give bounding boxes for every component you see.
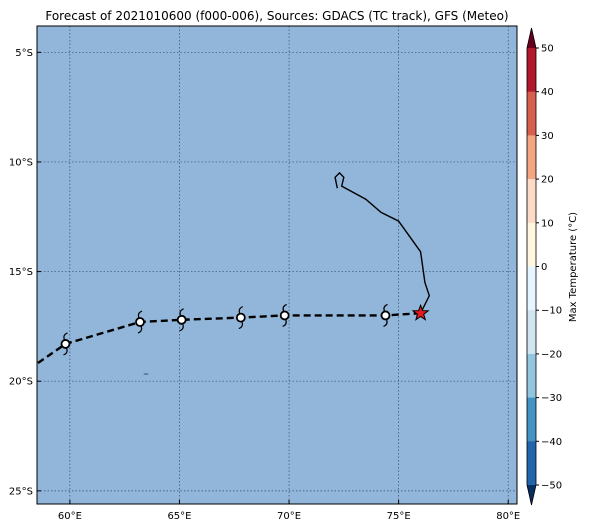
ocean-background: [37, 26, 517, 504]
y-axis-ticks: 5°S 10°S 15°S 20°S 25°S: [9, 48, 41, 497]
tropical-storm-icon: [60, 332, 71, 356]
colorbar-segment: [527, 397, 536, 442]
x-tick-label: 70°E: [277, 511, 301, 522]
colorbar-tick-label: −40: [541, 437, 562, 448]
colorbar-segment: [527, 135, 536, 180]
colorbar-min-extension: [527, 485, 536, 505]
colorbar: 50 40 30 20 10 0 −10 −20 −30 −40 −50 Max Temperatu…: [526, 27, 579, 506]
colorbar-tick-label: −20: [541, 349, 562, 360]
colorbar-tick-label: −30: [541, 393, 562, 404]
colorbar-tick-label: 0: [541, 262, 547, 273]
map-panel: 60°E 65°E 70°E 75°E 80°E 5°S 10°S 15°S 20°S 25°S: [9, 25, 520, 522]
colorbar-segment: [527, 222, 536, 267]
colorbar-segment: [527, 353, 536, 398]
tropical-storm-icon: [135, 310, 145, 334]
x-axis-ticks: 60°E 65°E 70°E 75°E 80°E: [58, 500, 520, 522]
colorbar-segment: [527, 441, 536, 486]
colorbar-tick-label: 10: [541, 218, 554, 229]
colorbar-tick-label: −10: [541, 306, 562, 317]
graticule: [37, 26, 517, 504]
colorbar-segment: [527, 91, 536, 136]
forecast-track-line: [36, 312, 421, 365]
forecast-storm-symbols: [60, 303, 391, 356]
colorbar-tick-label: 20: [541, 175, 554, 186]
x-tick-label: 80°E: [496, 511, 520, 522]
colorbar-tick-label: 30: [541, 131, 554, 142]
small-island: [143, 373, 149, 375]
y-tick-label: 10°S: [9, 157, 33, 168]
tropical-storm-icon: [235, 306, 246, 330]
colorbar-segment: [527, 48, 536, 92]
colorbar-segment: [527, 310, 536, 355]
x-tick-label: 65°E: [167, 511, 191, 522]
colorbar-tick-label: 40: [541, 87, 554, 98]
current-position-star-icon: [411, 303, 430, 321]
colorbar-segment: [527, 266, 536, 311]
y-tick-label: 5°S: [15, 48, 33, 59]
map-frame: [36, 25, 518, 505]
colorbar-tick-label: −50: [541, 481, 562, 492]
colorbar-label: Max Temperature (°C): [568, 212, 579, 322]
figure-title: Forecast of 2021010600 (f000-006), Sourc…: [45, 9, 508, 23]
x-tick-label: 75°E: [387, 511, 411, 522]
y-tick-label: 25°S: [9, 486, 33, 497]
colorbar-tick-label: 50: [541, 44, 554, 55]
colorbar-segment: [527, 179, 536, 224]
tropical-storm-icon: [279, 303, 290, 327]
x-tick-label: 60°E: [58, 511, 82, 522]
colorbar-ticks: 50 40 30 20 10 0 −10 −20 −30 −40 −50: [536, 44, 562, 492]
tropical-storm-icon: [380, 303, 391, 327]
tropical-storm-icon: [176, 308, 187, 332]
colorbar-max-extension: [527, 28, 536, 48]
colorbar-segments: [526, 27, 537, 506]
observed-track-line: [334, 171, 431, 314]
y-tick-label: 20°S: [9, 377, 33, 388]
y-tick-label: 15°S: [9, 267, 33, 278]
